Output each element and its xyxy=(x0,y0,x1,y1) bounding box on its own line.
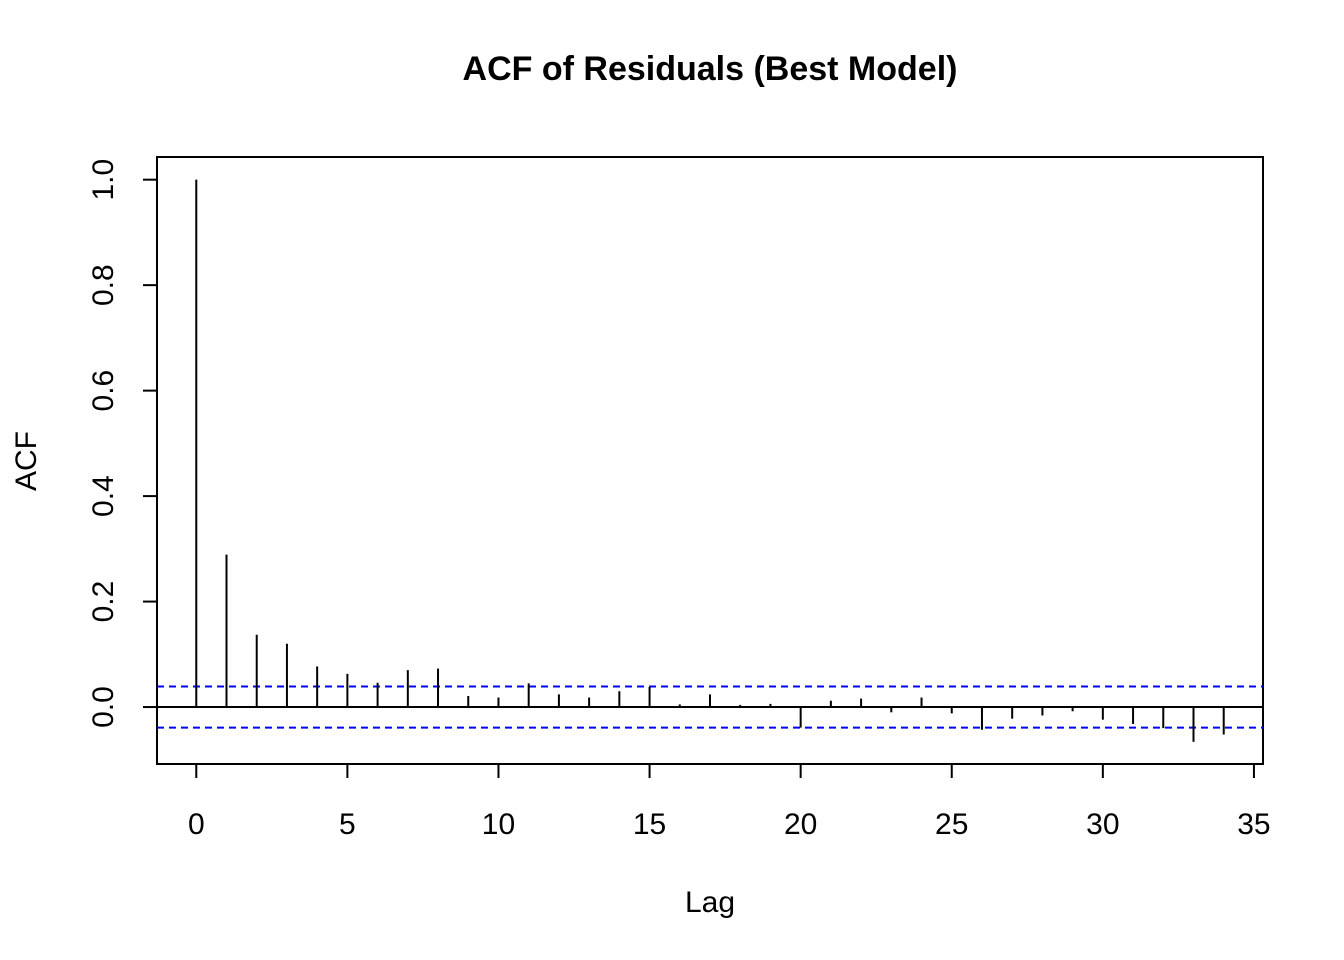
x-tick-label-10: 10 xyxy=(482,808,515,841)
x-tick-label-0: 0 xyxy=(188,808,205,841)
y-axis: 0.0 0.2 0.4 0.6 0.8 1.0 xyxy=(87,159,158,728)
acf-bars xyxy=(195,179,1225,742)
confidence-bands xyxy=(157,685,1263,729)
x-tick-label-15: 15 xyxy=(633,808,666,841)
x-tick-label-35: 35 xyxy=(1237,808,1270,841)
x-tick-label-25: 25 xyxy=(935,808,968,841)
y-tick-label-3: 0.6 xyxy=(87,370,120,412)
y-tick-label-4: 0.8 xyxy=(87,264,120,306)
plot-frame xyxy=(156,156,1264,765)
chart-title: ACF of Residuals (Best Model) xyxy=(463,50,958,88)
x-axis-label: Lag xyxy=(685,886,735,919)
x-tick-label-5: 5 xyxy=(339,808,356,841)
y-tick-label-0: 0.0 xyxy=(87,686,120,728)
y-axis-label: ACF xyxy=(10,431,43,491)
x-axis: 0 5 10 15 20 25 30 35 xyxy=(188,763,1271,841)
x-tick-label-20: 20 xyxy=(784,808,817,841)
x-tick-label-30: 30 xyxy=(1086,808,1119,841)
y-tick-label-5: 1.0 xyxy=(87,159,120,201)
y-tick-label-2: 0.4 xyxy=(87,475,120,517)
y-tick-label-1: 0.2 xyxy=(87,581,120,623)
